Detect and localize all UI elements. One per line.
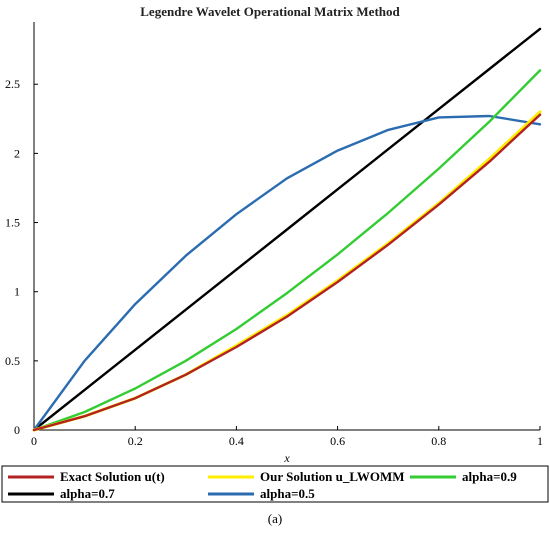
series-layer [32, 27, 542, 432]
y-tick-label: 1 [14, 285, 20, 299]
x-tick-label: 0.2 [128, 434, 143, 448]
legend: Exact Solution u(t) Our Solution u_LWOMM a… [1, 465, 549, 503]
y-tick-label: 2.5 [5, 77, 20, 91]
x-axis-label: x [283, 451, 290, 465]
x-tick-label: 0.8 [431, 434, 446, 448]
y-tick-label: 2 [14, 146, 20, 160]
series-line-alpha-0-9 [32, 69, 542, 432]
chart-title: Legendre Wavelet Operational Matrix Meth… [140, 4, 400, 19]
y-tick-label: 1.5 [5, 216, 20, 230]
y-tick-label: 0 [14, 423, 20, 437]
y-tick-label: 0.5 [5, 354, 20, 368]
series-line-exact-solution-u-t- [32, 113, 542, 432]
x-tick-label: 0.4 [229, 434, 244, 448]
axes: 0 0.2 0.4 0.6 0.8 1 0 0.5 1 1.5 2 2.5 [5, 22, 543, 448]
x-tick-label: 1 [537, 434, 543, 448]
legend-label: Exact Solution u(t) [60, 469, 165, 484]
legend-label: alpha=0.5 [260, 486, 315, 501]
series-line-alpha-0-5 [32, 114, 542, 432]
x-tick-label: 0.6 [330, 434, 345, 448]
legend-label: alpha=0.7 [60, 486, 115, 501]
figure-caption: (a) [268, 511, 282, 526]
legend-box [1, 465, 549, 503]
legend-label: Our Solution u_LWOMM [260, 469, 404, 484]
series-line-alpha-0-7 [32, 27, 542, 432]
x-tick-label: 0 [31, 434, 37, 448]
legend-label: alpha=0.9 [462, 469, 517, 484]
series-line-our-solution-u-lwomm [32, 110, 542, 432]
